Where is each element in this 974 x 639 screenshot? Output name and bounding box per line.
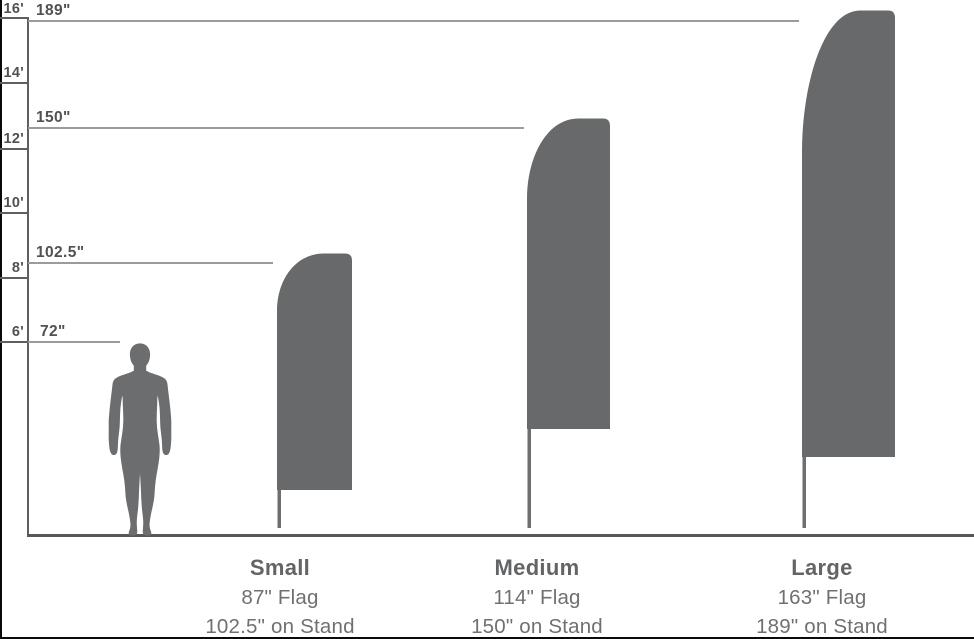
measure-line-189in xyxy=(28,20,799,22)
product-label-large: Large 163" Flag 189" on Stand xyxy=(702,553,942,639)
frame-bottom-edge xyxy=(0,637,974,639)
product-flag-size-medium: 114" Flag xyxy=(493,586,581,609)
tick-label-16ft: 16' xyxy=(3,1,24,17)
measure-line-150in xyxy=(28,127,524,129)
tick-label-14ft: 14' xyxy=(3,65,24,81)
tick-6ft xyxy=(0,341,28,343)
tick-16ft xyxy=(0,17,28,19)
product-flag-size-large: 163" Flag xyxy=(777,586,867,609)
tick-12ft xyxy=(0,148,28,150)
tick-label-8ft: 8' xyxy=(11,260,24,276)
measure-label-72in: 72" xyxy=(40,323,66,340)
product-name-large: Large xyxy=(791,555,853,580)
tick-14ft xyxy=(0,82,28,84)
product-label-small: Small 87" Flag 102.5" on Stand xyxy=(160,553,400,639)
measure-label-102in: 102.5" xyxy=(36,244,85,261)
small-flag xyxy=(277,253,352,528)
tick-10ft xyxy=(0,212,28,214)
tick-label-6ft: 6' xyxy=(11,324,24,340)
product-stand-size-medium: 150" on Stand xyxy=(471,615,603,638)
small-flag-shape xyxy=(277,253,352,490)
measure-label-150in: 150" xyxy=(36,109,71,126)
ground-line xyxy=(27,534,974,537)
small-flag-pole xyxy=(277,483,281,528)
medium-flag-shape xyxy=(527,118,610,429)
measure-label-189in: 189" xyxy=(36,2,71,19)
large-flag-pole xyxy=(802,450,806,528)
product-label-medium: Medium 114" Flag 150" on Stand xyxy=(417,553,657,639)
measure-line-102in xyxy=(28,262,273,264)
person-silhouette xyxy=(108,343,172,536)
product-stand-size-large: 189" on Stand xyxy=(756,615,888,638)
medium-flag-pole xyxy=(527,418,531,528)
large-flag-shape xyxy=(802,10,895,457)
large-flag xyxy=(802,10,895,528)
product-name-small: Small xyxy=(249,555,311,580)
product-stand-size-small: 102.5" on Stand xyxy=(205,615,355,638)
frame-left-edge xyxy=(0,0,2,639)
tick-label-10ft: 10' xyxy=(3,195,24,211)
measure-line-72in xyxy=(28,341,120,343)
product-name-medium: Medium xyxy=(494,555,580,580)
ruler-axis-line xyxy=(27,17,29,535)
medium-flag xyxy=(527,118,610,528)
tick-8ft xyxy=(0,277,28,279)
product-flag-size-small: 87" Flag xyxy=(241,586,319,609)
tick-label-12ft: 12' xyxy=(3,131,24,147)
